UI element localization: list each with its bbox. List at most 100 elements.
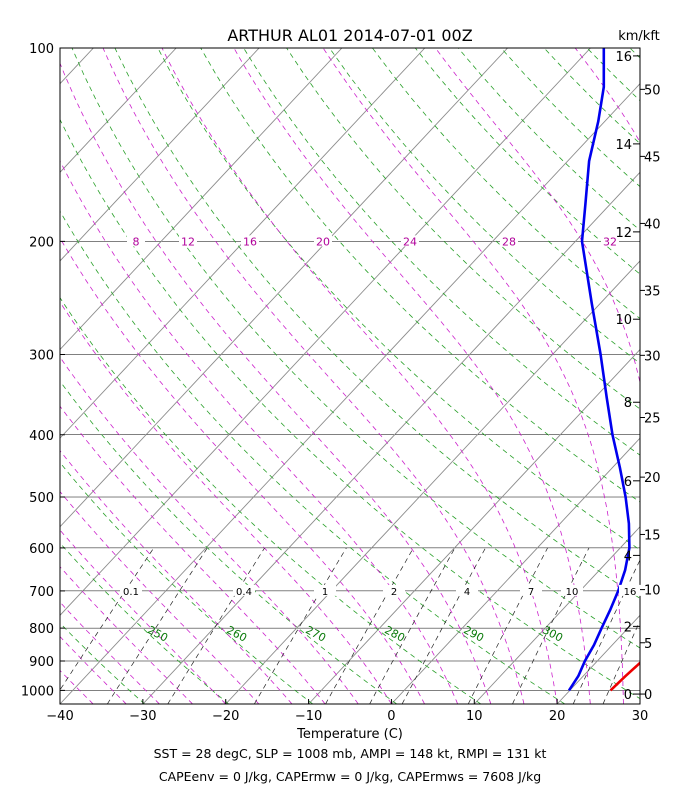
mixing-ratio-line — [254, 548, 346, 704]
kft-tick-label: 35 — [644, 284, 661, 299]
pressure-tick-label: 400 — [29, 429, 54, 444]
kft-tick-label: 5 — [644, 637, 652, 652]
mixing-ratio-line — [51, 548, 154, 704]
pressure-tick-label: 700 — [29, 585, 54, 600]
moist-adiabat-line — [103, 48, 524, 704]
moist-adiabat-line — [575, 48, 700, 704]
background-grid — [0, 48, 700, 704]
mixing-ratio-label: 1 — [322, 587, 328, 598]
pressure-tick-label: 100 — [29, 42, 54, 57]
pressure-tick-label: 800 — [29, 622, 54, 637]
isotherm-line — [391, 48, 700, 704]
dry-adiabat-line — [0, 48, 313, 704]
kft-tick-label: 25 — [644, 411, 661, 426]
chart-title: ARTHUR AL01 2014-07-01 00Z — [227, 26, 472, 45]
x-tick-label: 10 — [466, 709, 483, 724]
pressure-tick-label: 900 — [29, 655, 54, 670]
footer-line-1: SST = 28 degC, SLP = 1008 mb, AMPI = 148… — [154, 746, 547, 761]
moist-adiabat-label: 16 — [243, 235, 257, 248]
x-tick-label: −30 — [129, 709, 156, 724]
km-tick-label: 16 — [615, 50, 632, 65]
dry-adiabat-label: 300 — [540, 623, 565, 644]
dry-adiabat-line — [0, 48, 481, 704]
isotherm-line — [0, 48, 591, 704]
isotherm-line — [0, 48, 508, 704]
km-tick-label: 14 — [615, 138, 632, 153]
pressure-tick-label: 600 — [29, 542, 54, 557]
dry-adiabat-label: 290 — [461, 623, 486, 644]
dry-adiabat-line — [372, 48, 700, 704]
dry-adiabat-line — [287, 48, 700, 704]
x-axis-label: Temperature (C) — [296, 727, 403, 742]
dry-adiabat-line — [415, 48, 700, 704]
pressure-tick-label: 200 — [29, 235, 54, 250]
kft-tick-label: 0 — [644, 688, 652, 703]
dry-adiabat-label: 250 — [145, 623, 170, 644]
kft-tick-label: 50 — [644, 83, 661, 98]
moist-adiabat-label: 12 — [181, 235, 195, 248]
dry-adiabat-line — [458, 48, 700, 704]
x-tick-label: −20 — [212, 709, 239, 724]
dry-adiabat-label: 280 — [382, 623, 407, 644]
km-tick-label: 4 — [624, 549, 632, 564]
dry-adiabat-line — [0, 48, 229, 704]
moist-adiabat-label: 8 — [133, 235, 140, 248]
right-axis-label: km/kft — [618, 29, 660, 44]
dry-adiabat-label: 270 — [303, 623, 328, 644]
isotherm-line — [640, 48, 700, 704]
mixing-ratio-label: 16 — [624, 587, 637, 598]
dry-adiabat-line — [0, 48, 145, 704]
moist-adiabat-label: 24 — [403, 235, 417, 248]
dry-adiabat-line — [29, 48, 649, 704]
dry-adiabat-line — [72, 48, 700, 704]
dry-adiabat-label: 260 — [224, 623, 249, 644]
pressure-tick-label: 500 — [29, 491, 54, 506]
x-tick-label: 20 — [549, 709, 566, 724]
kft-tick-label: 15 — [644, 528, 661, 543]
mixing-ratio-label: 7 — [528, 587, 534, 598]
x-tick-label: 0 — [387, 709, 395, 724]
km-tick-label: 6 — [624, 475, 632, 490]
moist-adiabat-line — [0, 48, 159, 704]
x-tick-label: −40 — [46, 709, 73, 724]
moist-adiabat-line — [0, 48, 93, 704]
isotherm-line — [474, 48, 700, 704]
moist-adiabat-line — [234, 48, 590, 704]
isotherm-line — [60, 48, 673, 704]
moist-adiabat-line — [0, 48, 292, 704]
moist-adiabat-line — [0, 48, 226, 704]
mixing-ratio-label: 4 — [464, 587, 470, 598]
x-tick-label: −10 — [295, 709, 322, 724]
kft-tick-label: 30 — [644, 349, 661, 364]
dry-adiabat-line — [0, 48, 61, 704]
kft-tick-label: 40 — [644, 217, 661, 232]
moist-adiabat-line — [323, 48, 623, 704]
moist-adiabat-label: 28 — [502, 235, 516, 248]
mixing-ratio-line — [468, 548, 547, 704]
pressure-tick-label: 1000 — [21, 684, 54, 699]
kft-tick-label: 45 — [644, 150, 661, 165]
isotherm-line — [0, 48, 11, 704]
dry-adiabat-line — [501, 48, 700, 704]
pressure-tick-label: 300 — [29, 348, 54, 363]
isotherm-line — [0, 48, 342, 704]
km-tick-label: 2 — [624, 620, 632, 635]
isotherm-line — [0, 48, 176, 704]
kft-tick-label: 10 — [644, 584, 661, 599]
mixing-ratio-label: 0.1 — [123, 587, 139, 598]
moist-adiabat-line — [0, 48, 358, 704]
mixing-ratio-line — [326, 548, 414, 704]
km-tick-label: 8 — [624, 396, 632, 411]
mixing-ratio-line — [370, 548, 455, 704]
mixing-ratio-label: 10 — [566, 587, 579, 598]
isotherm-line — [0, 48, 93, 704]
km-tick-label: 12 — [615, 226, 632, 241]
moist-adiabat-label: 20 — [316, 235, 330, 248]
footer-line-2: CAPEenv = 0 J/kg, CAPErmw = 0 J/kg, CAPE… — [159, 769, 541, 784]
mixing-ratio-label: 0.4 — [236, 587, 252, 598]
dry-adiabat-line — [330, 48, 700, 704]
km-tick-label: 10 — [615, 313, 632, 328]
